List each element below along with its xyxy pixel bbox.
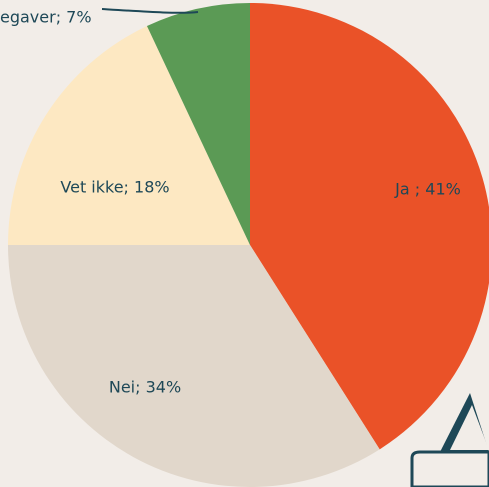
pie-slice [146, 3, 250, 245]
labels: Ja ; 41% Nei; 34% Vet ikke; 18% egaver; 7% [0, 8, 461, 397]
slices [7, 3, 489, 487]
leader-line [101, 8, 199, 14]
pie-slice [250, 3, 489, 450]
slice-label: Ja ; 41% [394, 180, 461, 199]
slice-label: egaver; 7% [0, 8, 92, 27]
pie-slice [8, 26, 250, 245]
pie-slice [7, 245, 380, 487]
callout-box [410, 450, 489, 487]
callout-pointer-inner [450, 405, 489, 450]
slice-label: Vet ikke; 18% [60, 178, 169, 197]
slice-label: Nei; 34% [109, 378, 181, 397]
